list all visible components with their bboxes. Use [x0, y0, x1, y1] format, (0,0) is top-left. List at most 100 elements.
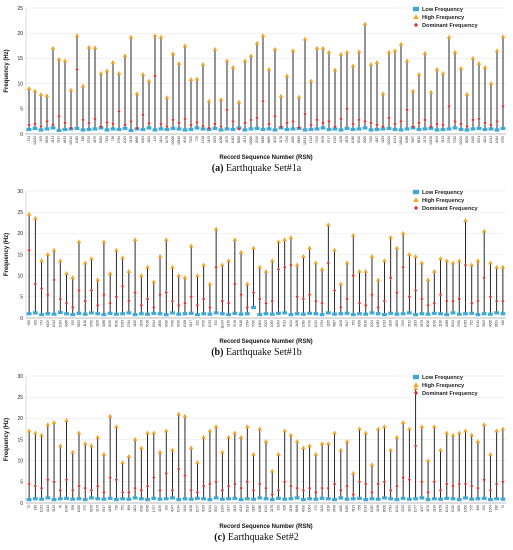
dominant-frequency-point — [389, 275, 393, 280]
chart-panel-a: 0 5 10 15 20 25 Frequency (Hz) Record Sequence … — [0, 0, 513, 162]
dominant-frequency-point — [501, 480, 505, 484]
high-frequency-point — [212, 46, 218, 51]
dominant-frequency-point — [141, 113, 145, 117]
high-frequency-point — [68, 87, 74, 92]
high-frequency-point — [307, 245, 312, 250]
low-frequency-point — [301, 312, 306, 316]
x-tick-label: 1086 — [351, 136, 355, 143]
dominant-frequency-point — [114, 295, 118, 299]
x-tick-label: 1089 — [376, 320, 380, 327]
low-frequency-point — [413, 497, 419, 501]
x-tick-label: 9160 — [471, 136, 475, 143]
dominant-frequency-point — [297, 125, 301, 130]
x-tick-label: 823 — [39, 136, 43, 142]
low-frequency-point — [406, 497, 412, 501]
x-tick-label: 1033 — [208, 320, 212, 327]
high-frequency-point — [230, 64, 236, 69]
dominant-frequency-point — [395, 290, 399, 295]
high-frequency-point — [416, 71, 422, 76]
dominant-frequency-point — [483, 121, 487, 125]
x-tick-label: 1099 — [123, 136, 127, 143]
legend-label: Low Frequency — [422, 190, 464, 196]
high-frequency-point — [38, 92, 44, 97]
x-tick-label: 1044 — [489, 136, 493, 143]
high-frequency-point — [469, 432, 475, 437]
x-tick-label: 186 — [33, 505, 37, 511]
low-frequency-point — [450, 497, 456, 501]
x-tick-label: 1004 — [370, 320, 374, 327]
dominant-frequency-point — [33, 484, 37, 488]
high-frequency-point — [386, 49, 392, 54]
dominant-frequency-point — [463, 482, 467, 486]
x-tick-label: 8109 — [495, 320, 499, 327]
low-frequency-point — [294, 312, 300, 316]
dominant-frequency-point — [399, 119, 403, 124]
high-frequency-point — [380, 91, 386, 96]
high-frequency-point — [104, 68, 110, 73]
low-frequency-point — [301, 498, 306, 502]
dominant-frequency-point — [177, 121, 181, 125]
low-frequency-point — [89, 496, 94, 500]
x-tick-label: 1044 — [395, 505, 399, 512]
x-tick-label: 4047 — [170, 505, 174, 512]
dominant-frequency-point — [127, 490, 131, 495]
low-frequency-point — [272, 128, 278, 132]
low-frequency-point — [476, 126, 482, 131]
low-frequency-point — [126, 497, 132, 501]
x-tick-label: 8188 — [295, 505, 299, 512]
dominant-frequency-point — [283, 265, 287, 269]
x-tick-label: 900 — [33, 320, 37, 326]
dominant-frequency-point — [46, 292, 50, 297]
low-frequency-point — [39, 313, 44, 317]
dominant-frequency-point — [227, 484, 231, 488]
high-frequency-point — [296, 94, 302, 99]
x-tick-label: 4843 — [435, 136, 439, 143]
legend-label: High Frequency — [422, 198, 465, 204]
x-tick-label: 1041 — [445, 505, 449, 512]
dominant-frequency-point — [81, 118, 85, 122]
low-frequency-point — [419, 312, 425, 316]
high-frequency-point — [126, 453, 132, 458]
x-tick-label: 1048 — [65, 505, 69, 512]
x-tick-label: 6665 — [297, 136, 301, 143]
high-frequency-point — [45, 251, 51, 256]
dominant-frequency-point — [249, 118, 253, 122]
high-frequency-point — [95, 434, 100, 439]
caption-b-text: Earthquake Set#1b — [225, 347, 302, 358]
x-tick-label: 9060 — [363, 136, 367, 143]
x-tick-label: 1147 — [227, 505, 231, 512]
high-frequency-point — [338, 281, 344, 286]
high-frequency-point — [481, 422, 487, 427]
low-frequency-point — [201, 312, 207, 316]
x-tick-label: 5015 — [245, 505, 249, 512]
low-frequency-point — [308, 127, 314, 132]
low-frequency-point — [314, 127, 320, 131]
low-frequency-point — [132, 313, 138, 317]
low-frequency-point — [326, 127, 332, 132]
x-tick-label: 575 — [470, 505, 474, 511]
high-frequency-point — [114, 424, 119, 429]
x-tick-label: 2090 — [177, 320, 181, 327]
dominant-frequency-point — [252, 488, 256, 493]
dominant-frequency-point — [267, 122, 271, 126]
dominant-frequency-point — [40, 486, 44, 490]
y-tick-label: 25 — [17, 395, 23, 401]
low-frequency-point — [194, 126, 200, 130]
low-frequency-point — [26, 312, 32, 316]
low-frequency-point — [369, 497, 375, 501]
low-frequency-point — [344, 126, 350, 131]
dominant-frequency-point — [121, 284, 125, 289]
x-tick-label: 13256 — [429, 136, 433, 145]
dominant-frequency-point — [108, 475, 112, 480]
low-frequency-point — [201, 497, 207, 501]
dominant-frequency-point — [227, 301, 231, 305]
high-frequency-point — [362, 21, 368, 26]
low-frequency-point — [363, 312, 369, 316]
high-frequency-point — [375, 426, 381, 431]
low-frequency-point — [392, 127, 398, 132]
high-frequency-point — [357, 268, 362, 273]
high-frequency-point — [282, 237, 288, 242]
x-tick-label: 1185 — [252, 505, 256, 512]
low-frequency-point — [218, 128, 224, 132]
low-frequency-point — [456, 312, 462, 316]
